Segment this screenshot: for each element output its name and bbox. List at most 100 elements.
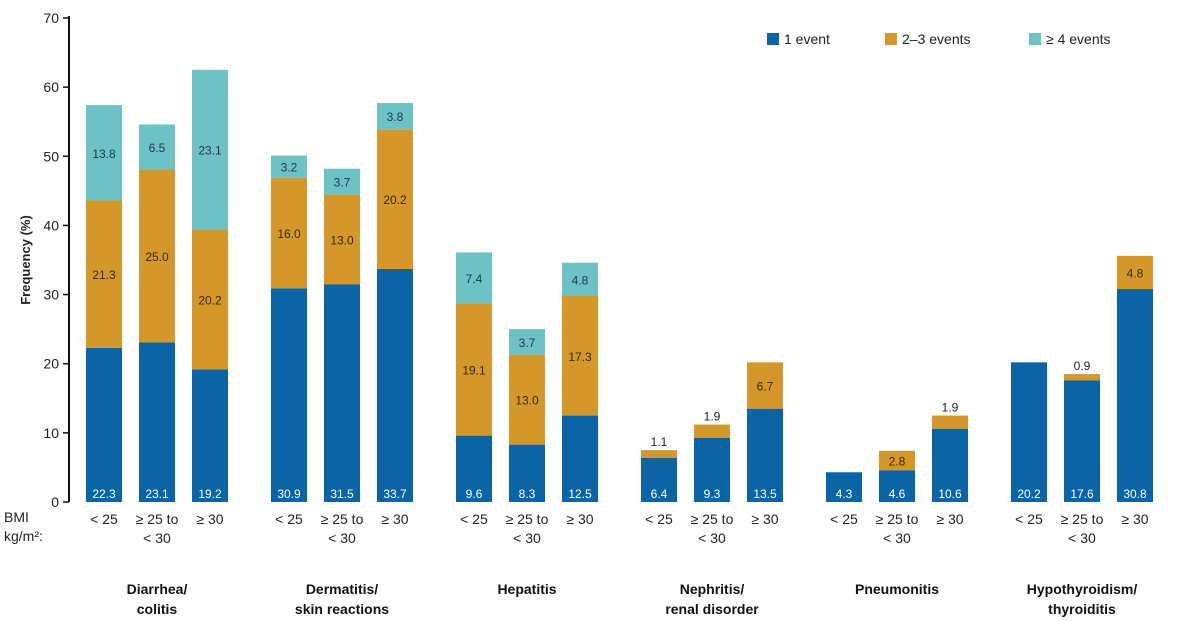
data-label: 12.5 [568,487,592,501]
y-tick-label: 50 [43,148,59,164]
bar-segment [456,435,492,502]
x-tick-label: < 25 [645,511,673,527]
bar-segment [86,200,122,348]
bar-segment [932,415,968,429]
data-label: 9.6 [466,487,483,501]
bmi-label: BMI [4,509,29,525]
bar-segment [562,295,598,416]
data-label: 3.7 [519,336,536,350]
bar-segment [826,472,862,502]
x-tick-label: < 30 [883,530,911,546]
bar-segment [509,354,545,445]
bar-segment [324,194,360,285]
bmi-unit-label: kg/m²: [4,528,43,544]
legend-swatch [1029,33,1041,45]
data-label: 6.5 [149,141,166,155]
bar-segment [324,168,360,195]
data-label: 1.9 [942,401,959,415]
x-tick-label: ≥ 25 to [506,511,549,527]
x-tick-label: ≥ 30 [196,511,223,527]
bar-segment [271,288,307,502]
legend-label: 2–3 events [902,31,971,47]
y-tick-label: 30 [43,287,59,303]
bar-segment [86,105,122,201]
y-tick-label: 10 [43,425,59,441]
bar-segment [139,169,175,343]
bar-segment [1117,289,1153,502]
bar-segment [562,415,598,502]
bar-segment [694,424,730,438]
data-label: 30.8 [1123,487,1147,501]
x-tick-label: < 25 [275,511,303,527]
bar-segment [879,450,915,471]
x-tick-label: < 25 [830,511,858,527]
legend-swatch [767,33,779,45]
group-label: skin reactions [295,601,389,617]
data-label: 20.2 [1017,487,1041,501]
bar-segment [324,284,360,502]
data-label: 19.1 [462,364,486,378]
data-label: 3.7 [334,176,351,190]
x-tick-label: < 30 [1068,530,1096,546]
bar-segment [456,303,492,436]
legend-label: 1 event [784,31,830,47]
data-label: 7.4 [466,272,483,286]
data-label: 9.3 [704,487,721,501]
x-tick-label: ≥ 25 to [321,511,364,527]
x-tick-label: < 25 [460,511,488,527]
data-label: 20.2 [198,293,222,307]
data-label: 4.3 [836,487,853,501]
x-tick-label: < 25 [90,511,118,527]
data-label: 21.3 [92,268,116,282]
x-tick-label: ≥ 30 [1121,511,1148,527]
data-label: 30.9 [277,487,301,501]
data-label: 1.9 [704,410,721,424]
x-tick-label: < 30 [513,530,541,546]
bar-segment [1011,362,1047,502]
bar-segment [1064,374,1100,381]
data-label: 31.5 [330,487,354,501]
bar-segment [879,470,915,502]
bar-segment [509,329,545,355]
group-label: thyroiditis [1048,601,1116,617]
data-label: 13.0 [515,394,539,408]
group-label: Dermatitis/ [306,581,378,597]
bar-segment [641,457,677,502]
legend: 1 event 2–3 events ≥ 4 events [767,31,1111,47]
data-label: 33.7 [383,487,407,501]
legend-swatch [885,33,897,45]
data-label: 16.0 [277,227,301,241]
data-label: 10.6 [938,487,962,501]
group-label: colitis [137,601,178,617]
data-label: 3.2 [281,161,298,175]
bar-segment [271,155,307,178]
group-label: Pneumonitis [855,581,939,597]
x-tick-label: < 30 [698,530,726,546]
data-label: 13.5 [753,487,777,501]
x-tick-label: ≥ 30 [566,511,593,527]
x-tick-label: ≥ 30 [381,511,408,527]
group-label: Hypothyroidism/ [1027,581,1138,597]
data-label: 1.1 [651,435,668,449]
bars: 22.3 21.3 13.8 23.1 25.0 6.5 19.2 20.2 23.1 30.9 1… [86,69,1153,502]
data-label: 22.3 [92,487,116,501]
data-label: 23.1 [198,144,222,158]
data-label: 17.6 [1070,487,1094,501]
y-axis-label: Frequency (%) [18,215,33,305]
data-label: 25.0 [145,250,169,264]
bar-segment [192,369,228,502]
bar-segment [694,437,730,502]
bar-segment [641,450,677,458]
x-tick-label: ≥ 25 to [136,511,179,527]
bar-segment [192,229,228,370]
y-axis: 0 10 20 30 40 50 60 70 [43,10,70,510]
bar-segment [1117,255,1153,290]
bar-segment [1064,380,1100,502]
bar-segment [377,268,413,502]
y-tick-label: 40 [43,217,59,233]
x-tick-label: ≥ 30 [936,511,963,527]
x-axis-labels: BMI kg/m²: < 25 ≥ 25 to < 30 ≥ 30 Diarrhea/col… [4,509,1149,617]
bar-segment [456,252,492,304]
bar-segment [932,428,968,502]
